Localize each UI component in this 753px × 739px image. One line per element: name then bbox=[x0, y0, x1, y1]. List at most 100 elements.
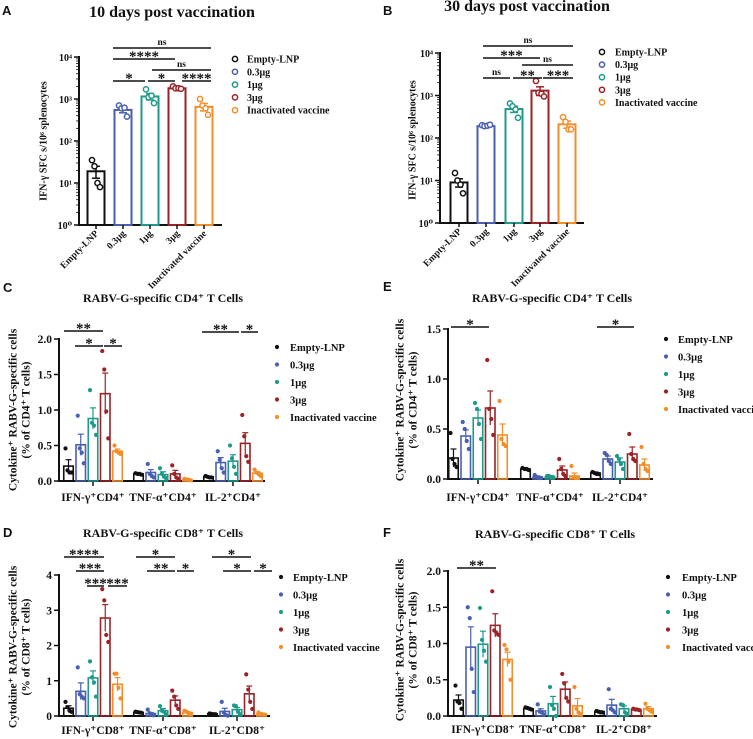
data-point bbox=[471, 689, 476, 695]
legend-marker bbox=[598, 73, 606, 81]
data-point bbox=[557, 456, 562, 462]
data-point bbox=[75, 665, 80, 670]
data-point bbox=[89, 675, 95, 680]
data-point bbox=[213, 712, 218, 717]
legend-label: 3μg bbox=[682, 626, 699, 637]
chart-title: 30 days post vaccination bbox=[444, 0, 610, 15]
data-point bbox=[151, 475, 156, 480]
significance-label: * bbox=[246, 322, 254, 338]
data-point bbox=[457, 700, 462, 706]
y-axis-label: (% of CD8⁺ T cells) bbox=[21, 598, 33, 695]
data-point bbox=[645, 468, 650, 474]
data-point bbox=[562, 681, 567, 686]
legend-marker bbox=[663, 389, 669, 394]
data-point bbox=[612, 710, 617, 715]
panel-c: C RABV-G-specific CD4⁺ T Cells Cytokine⁺ R… bbox=[3, 280, 377, 504]
y-tick-label: 10³ bbox=[59, 95, 72, 106]
data-point bbox=[233, 704, 239, 709]
data-point bbox=[79, 450, 84, 455]
data-point bbox=[65, 705, 70, 710]
y-axis-label: Cytokine⁺ RABV-G-specific cells bbox=[8, 328, 20, 491]
y-tick-label: 2 bbox=[46, 641, 52, 653]
data-point bbox=[246, 459, 251, 464]
legend-label: 3μg bbox=[290, 396, 307, 407]
legend-marker bbox=[278, 592, 284, 597]
y-tick-label: 1.0 bbox=[427, 639, 442, 651]
legend-label: 1μg bbox=[615, 73, 631, 84]
legend-label: 1μg bbox=[290, 378, 307, 389]
data-point bbox=[499, 436, 504, 442]
panel-e: E RABV-G-specific CD4⁺ T Cells Cytokine⁺ R… bbox=[383, 279, 753, 504]
data-point bbox=[578, 712, 583, 717]
y-axis-label: Cytokine⁺ RABV-G-specific cells bbox=[395, 318, 407, 481]
x-tick-label: 1μg bbox=[138, 229, 156, 247]
legend-label: 1μg bbox=[682, 608, 699, 619]
data-point bbox=[81, 696, 86, 701]
data-point bbox=[574, 706, 579, 711]
data-point bbox=[448, 430, 453, 436]
x-tick-label: 3μg bbox=[165, 229, 183, 247]
data-point bbox=[246, 687, 251, 692]
legend-marker bbox=[278, 627, 284, 632]
data-point bbox=[100, 348, 105, 354]
significance-label: *** bbox=[79, 561, 102, 577]
legend-marker bbox=[274, 414, 280, 420]
data-point bbox=[75, 413, 80, 418]
data-point bbox=[170, 688, 175, 693]
data-point bbox=[562, 118, 569, 126]
legend-marker bbox=[598, 99, 606, 106]
data-point bbox=[453, 683, 458, 688]
bar bbox=[194, 105, 214, 226]
y-tick-label: 1.5 bbox=[427, 324, 442, 336]
data-point bbox=[608, 461, 613, 467]
significance-label: *** bbox=[547, 68, 570, 84]
panel-letter: B bbox=[383, 3, 392, 18]
y-tick-label: 10⁴ bbox=[59, 53, 72, 64]
data-point bbox=[157, 466, 163, 471]
y-tick-label: 1.5 bbox=[38, 370, 53, 382]
data-point bbox=[486, 121, 494, 129]
x-tick-label: Empty-LNP bbox=[59, 229, 101, 271]
data-point bbox=[596, 471, 601, 477]
data-point bbox=[250, 706, 255, 712]
significance-label: ns bbox=[492, 68, 501, 78]
data-point bbox=[624, 711, 630, 716]
significance-label: *** bbox=[106, 576, 129, 592]
data-point bbox=[237, 712, 243, 717]
legend-marker bbox=[663, 336, 669, 342]
legend-label: Inactivated vaccine bbox=[615, 98, 698, 109]
x-tick-label: IL-2⁺CD4⁺ bbox=[592, 492, 648, 504]
legend-marker bbox=[665, 644, 671, 650]
data-point bbox=[508, 677, 513, 682]
data-point bbox=[496, 632, 501, 637]
x-tick-label: IL-2⁺CD8⁺ bbox=[209, 725, 265, 737]
x-tick-label: 1μg bbox=[502, 227, 520, 245]
legend-marker bbox=[278, 644, 284, 650]
legend-label: Empty-LNP bbox=[293, 573, 348, 584]
y-axis-label: (% of CD4⁺ T cells) bbox=[408, 351, 420, 448]
data-point bbox=[575, 475, 580, 481]
bar bbox=[113, 108, 133, 226]
data-point bbox=[104, 409, 109, 414]
data-point bbox=[540, 93, 548, 100]
data-point bbox=[462, 426, 467, 432]
data-point bbox=[176, 476, 181, 481]
y-tick-label: 0.0 bbox=[427, 711, 442, 723]
chart-title: RABV-G-specific CD8⁺ T Cells bbox=[475, 527, 635, 541]
chart-title: RABV-G-specific CD8⁺ T Cells bbox=[83, 526, 243, 540]
x-tick-label: 3μg bbox=[528, 227, 546, 245]
y-tick-label: 0.5 bbox=[38, 441, 53, 453]
data-point bbox=[118, 696, 123, 701]
chart-title: RABV-G-specific CD4⁺ T Cells bbox=[472, 291, 632, 305]
significance-label: ** bbox=[213, 322, 228, 338]
data-point bbox=[88, 156, 96, 164]
y-tick-label: 10² bbox=[420, 134, 433, 145]
data-point bbox=[163, 712, 169, 717]
data-point bbox=[188, 712, 193, 717]
bar bbox=[99, 617, 111, 717]
data-point bbox=[100, 587, 105, 592]
y-tick-label: 0.5 bbox=[427, 675, 442, 687]
data-point bbox=[643, 701, 648, 706]
data-point bbox=[487, 406, 492, 412]
